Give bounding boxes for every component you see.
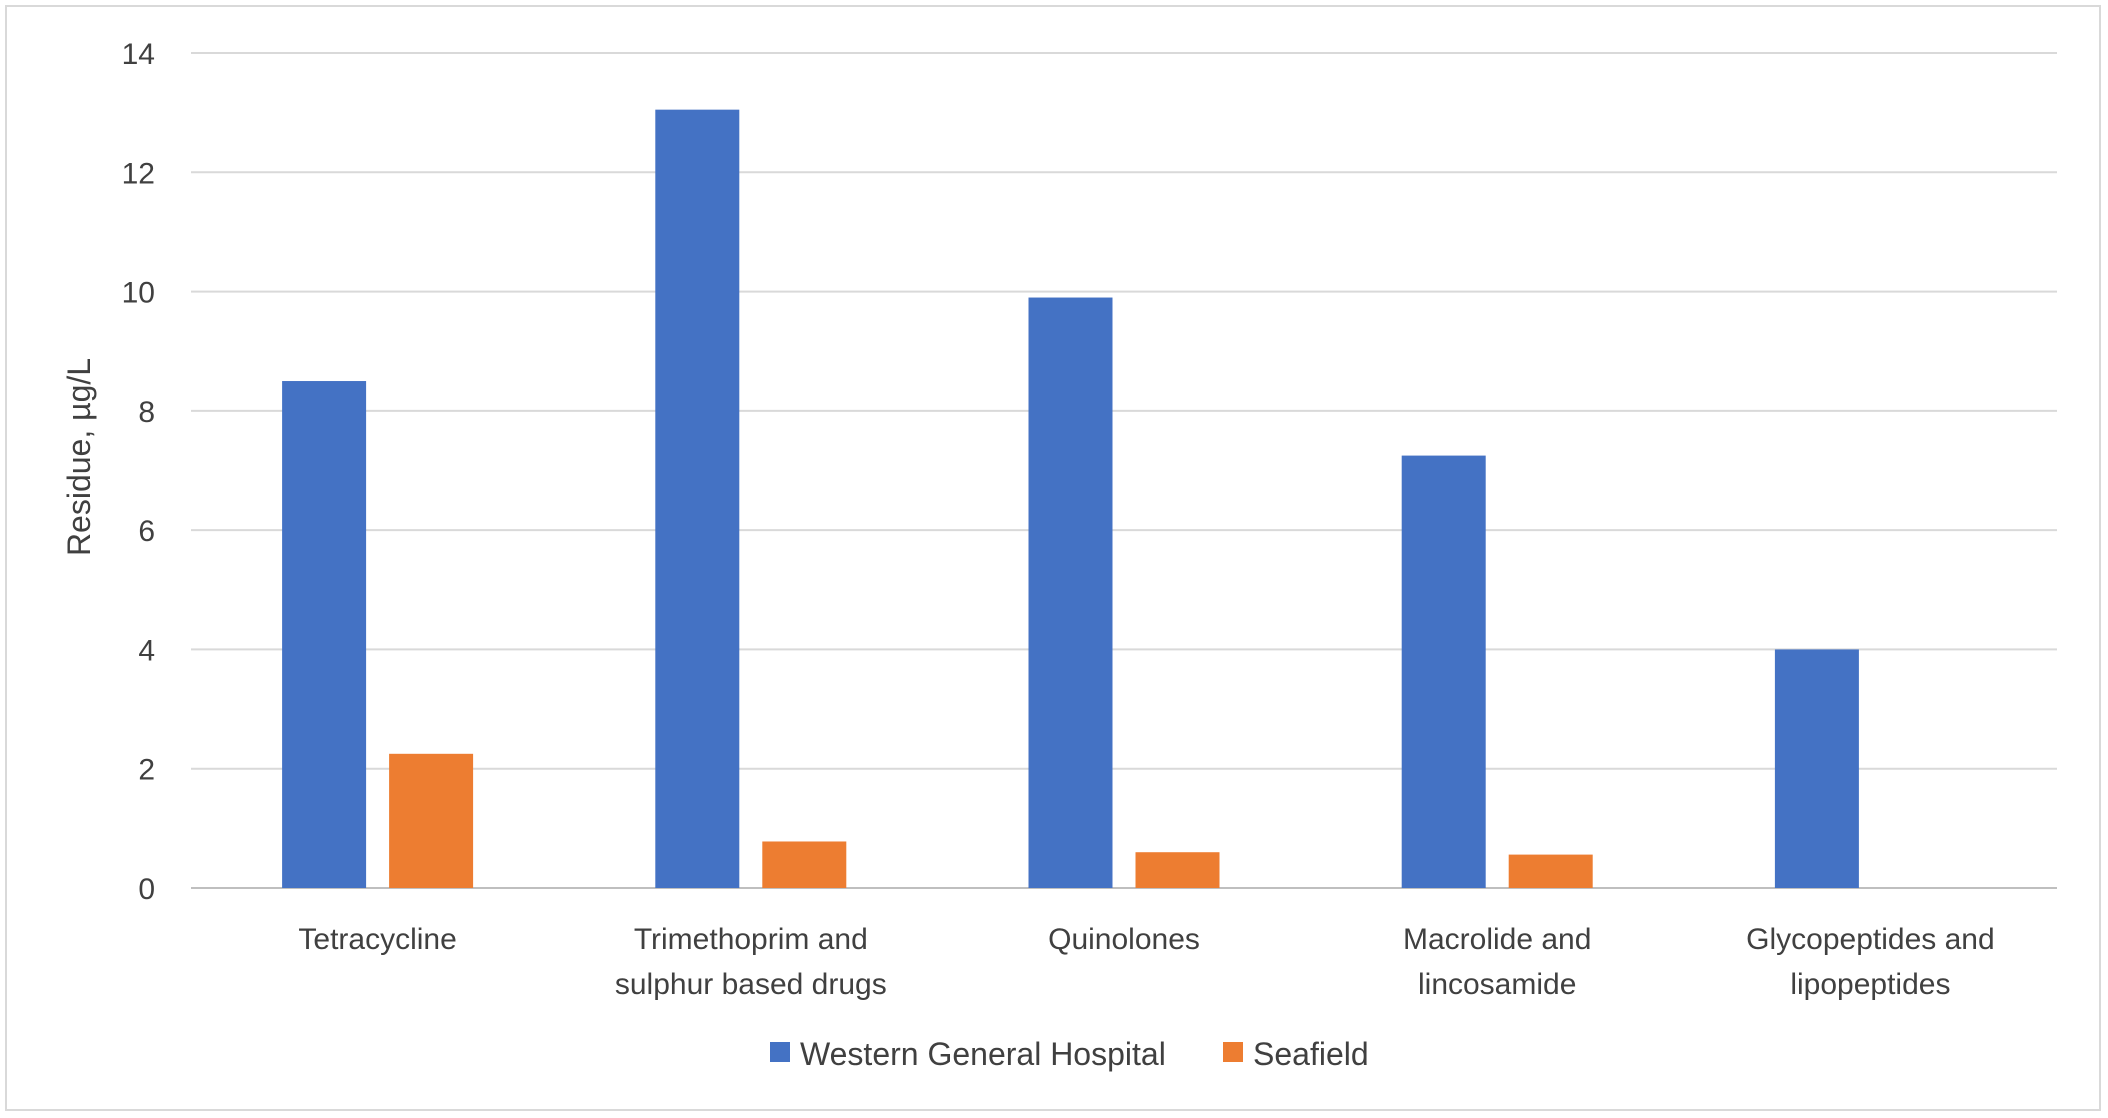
y-tick-label: 8 xyxy=(138,396,155,429)
x-axis-categories: Tetracycline Trimethoprim and sulphur base… xyxy=(298,923,1994,1001)
y-axis-title: Residue, µg/L xyxy=(61,358,97,556)
x-category-label: lipopeptides xyxy=(1790,968,1950,1001)
bar-western-general-hospital xyxy=(1028,297,1113,888)
y-tick-label: 10 xyxy=(122,277,155,310)
bar-seafield xyxy=(762,841,847,888)
bar-seafield xyxy=(1508,854,1593,888)
y-axis-ticks: 0 2 4 6 8 10 12 14 xyxy=(122,38,155,906)
legend-swatch xyxy=(1223,1042,1243,1062)
bar-seafield xyxy=(389,753,474,888)
x-category-label: Trimethoprim and xyxy=(634,923,868,956)
x-category-label: Tetracycline xyxy=(298,923,456,956)
x-category-label: Glycopeptides and xyxy=(1746,923,1995,956)
bar-seafield xyxy=(1135,852,1220,888)
bar-western-general-hospital xyxy=(1774,649,1859,888)
legend-swatch xyxy=(770,1042,790,1062)
bar-western-general-hospital xyxy=(1401,455,1486,888)
legend-label: Western General Hospital xyxy=(800,1036,1166,1072)
y-tick-label: 14 xyxy=(122,38,155,71)
x-category-label: Macrolide and xyxy=(1403,923,1591,956)
legend-label: Seafield xyxy=(1253,1036,1369,1072)
bar-western-general-hospital xyxy=(282,381,367,888)
y-tick-label: 6 xyxy=(138,515,155,548)
y-tick-label: 0 xyxy=(138,873,155,906)
y-tick-label: 12 xyxy=(122,157,155,190)
bar-chart: 0 2 4 6 8 10 12 14 Tetracycline Trimethoprim and… xyxy=(61,38,2057,1072)
gridlines xyxy=(191,52,2057,889)
legend: Western General Hospital Seafield xyxy=(770,1036,1369,1072)
x-category-label: Quinolones xyxy=(1048,923,1200,956)
chart-frame: 0 2 4 6 8 10 12 14 Tetracycline Trimethoprim and… xyxy=(5,5,2101,1111)
x-category-label: sulphur based drugs xyxy=(615,968,887,1001)
x-category-label: lincosamide xyxy=(1418,968,1576,1001)
y-tick-label: 2 xyxy=(138,754,155,787)
bars xyxy=(282,109,1859,889)
bar-western-general-hospital xyxy=(655,109,740,889)
y-tick-label: 4 xyxy=(138,634,155,667)
